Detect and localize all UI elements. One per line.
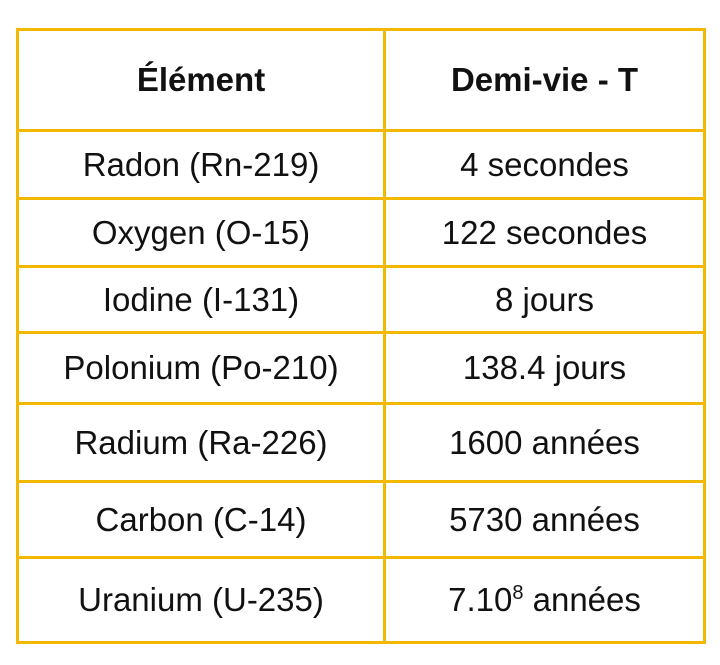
cell-half-life: 4 secondes bbox=[383, 129, 706, 200]
half-life-table: Élément Demi-vie - T Radon (Rn-219) 4 se… bbox=[16, 28, 706, 644]
cell-element: Radium (Ra-226) bbox=[16, 402, 386, 483]
table-row: Uranium (U-235) 7.108 années bbox=[16, 556, 706, 644]
cell-half-life: 7.108 années bbox=[383, 556, 706, 644]
half-life-unit: années bbox=[523, 581, 641, 618]
cell-half-life: 8 jours bbox=[383, 265, 706, 334]
cell-element: Polonium (Po-210) bbox=[16, 331, 386, 405]
cell-half-life: 5730 années bbox=[383, 480, 706, 559]
table-row: Iodine (I-131) 8 jours bbox=[16, 265, 706, 334]
cell-element: Radon (Rn-219) bbox=[16, 129, 386, 200]
half-life-exponent: 8 bbox=[512, 582, 524, 604]
table-row: Oxygen (O-15) 122 secondes bbox=[16, 197, 706, 268]
header-half-life: Demi-vie - T bbox=[383, 28, 706, 132]
cell-half-life: 1600 années bbox=[383, 402, 706, 483]
table-row: Radium (Ra-226) 1600 années bbox=[16, 402, 706, 483]
cell-element: Iodine (I-131) bbox=[16, 265, 386, 334]
header-element: Élément bbox=[16, 28, 386, 132]
cell-half-life: 138.4 jours bbox=[383, 331, 706, 405]
cell-half-life: 122 secondes bbox=[383, 197, 706, 268]
cell-element: Oxygen (O-15) bbox=[16, 197, 386, 268]
table-row: Polonium (Po-210) 138.4 jours bbox=[16, 331, 706, 405]
cell-element: Uranium (U-235) bbox=[16, 556, 386, 644]
half-life-base: 7.10 bbox=[448, 581, 513, 618]
cell-element: Carbon (C-14) bbox=[16, 480, 386, 559]
table-header-row: Élément Demi-vie - T bbox=[16, 28, 706, 132]
table-row: Radon (Rn-219) 4 secondes bbox=[16, 129, 706, 200]
table-row: Carbon (C-14) 5730 années bbox=[16, 480, 706, 559]
